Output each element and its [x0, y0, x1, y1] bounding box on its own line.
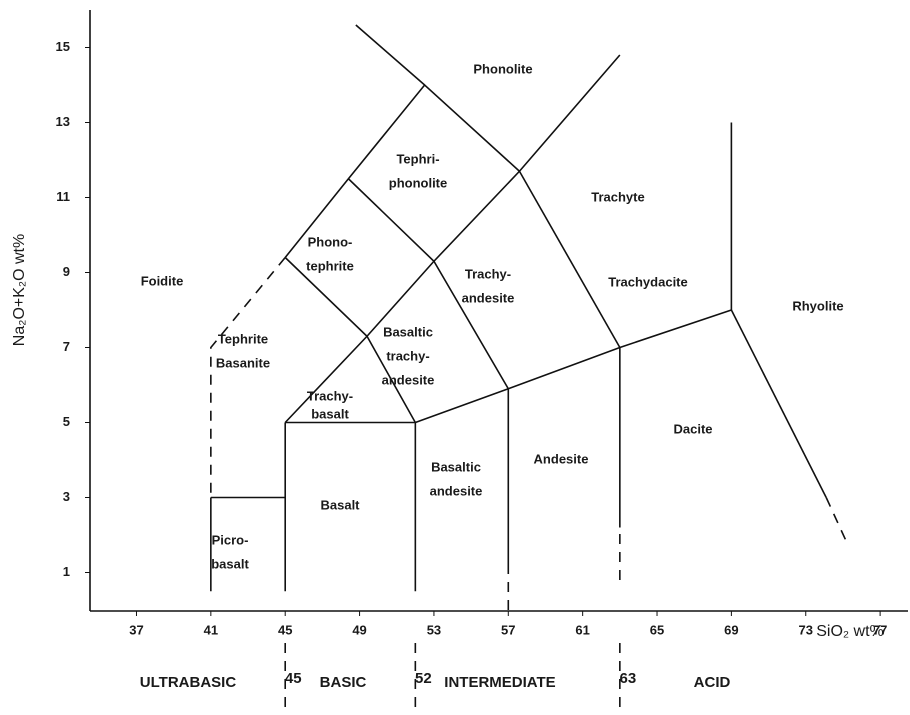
class-label: ACID	[694, 674, 731, 691]
class-label: BASIC	[320, 674, 367, 691]
x-tick-label: 77	[873, 622, 887, 637]
field-label: Foidite	[141, 273, 184, 288]
field-label: Basanite	[216, 355, 270, 370]
x-axis-label: SiO₂ wt%	[816, 623, 884, 640]
x-tick-label: 73	[799, 622, 813, 637]
y-axis-label: Na₂O+K₂O wt%	[11, 234, 28, 346]
field-label: Picro-	[212, 532, 249, 547]
field-boundary	[355, 24, 426, 86]
field-label: andesite	[430, 483, 483, 498]
x-tick-label: 37	[129, 622, 143, 637]
field-boundary	[284, 83, 520, 259]
field-label: andesite	[462, 290, 515, 305]
y-tick-label: 15	[56, 39, 70, 54]
y-tick-label: 13	[56, 114, 70, 129]
y-tick-label: 3	[63, 489, 70, 504]
y-tick-label: 7	[63, 339, 70, 354]
x-tick-label: 57	[501, 622, 515, 637]
field-boundary	[415, 309, 732, 424]
field-label: Trachydacite	[608, 274, 688, 289]
field-boundary	[518, 170, 621, 348]
y-tick-label: 9	[63, 264, 70, 279]
field-label: tephrite	[306, 258, 354, 273]
x-tick-label: 69	[724, 622, 738, 637]
field-label: Basaltic	[383, 324, 433, 339]
field-label: basalt	[311, 406, 349, 421]
field-boundary	[210, 256, 286, 498]
field-label: Trachy-	[465, 266, 511, 281]
field-label: phonolite	[389, 175, 448, 190]
class-label: INTERMEDIATE	[444, 674, 555, 691]
field-label: trachy-	[386, 348, 429, 363]
field-label: basalt	[211, 556, 249, 571]
field-label: Tephri-	[396, 151, 439, 166]
field-label: Rhyolite	[792, 298, 843, 313]
field-label: Dacite	[673, 421, 712, 436]
field-label: Trachyte	[591, 189, 644, 204]
x-tick-label: 65	[650, 622, 664, 637]
class-bound-label: 63	[619, 670, 636, 687]
x-tick-label: 53	[427, 622, 441, 637]
field-boundary	[347, 178, 509, 390]
x-tick-label: 41	[204, 622, 218, 637]
x-tick-label: 49	[352, 622, 366, 637]
class-label: ULTRABASIC	[140, 674, 237, 691]
x-tick-label: 45	[278, 622, 292, 637]
field-label: Andesite	[534, 451, 589, 466]
class-bound-label: 45	[285, 670, 302, 687]
field-label: Phono-	[308, 234, 353, 249]
y-tick-label: 11	[56, 189, 70, 204]
x-tick-label: 61	[575, 622, 589, 637]
field-label: andesite	[382, 372, 435, 387]
field-label: Phonolite	[473, 61, 532, 76]
field-boundary	[284, 256, 417, 423]
field-label: Basaltic	[431, 459, 481, 474]
y-tick-label: 5	[63, 414, 70, 429]
field-label: Trachy-	[307, 388, 353, 403]
y-tick-label: 1	[63, 564, 70, 579]
field-label: Basalt	[320, 497, 360, 512]
class-bound-label: 52	[415, 670, 432, 687]
field-label: Tephrite	[218, 331, 268, 346]
field-boundary	[825, 497, 850, 547]
field-boundary	[730, 309, 827, 498]
